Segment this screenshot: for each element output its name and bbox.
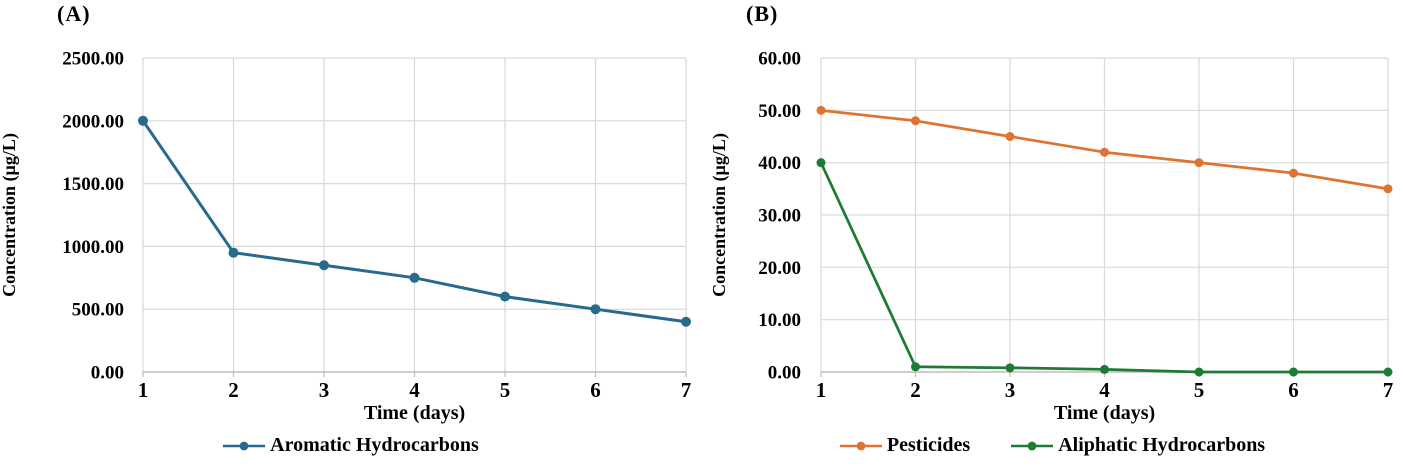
data-point-marker <box>590 304 601 315</box>
y-tick-label: 60.00 <box>758 49 801 70</box>
data-point-marker <box>1005 132 1015 141</box>
data-point-marker <box>1100 364 1109 374</box>
panel-a: (A) Aromatic Hydrocarbons 0.00 500.00 1000… <box>0 0 701 467</box>
x-tick-label: 1 <box>138 378 149 402</box>
panel-a-label: (A) <box>57 1 91 26</box>
x-tick-label: 5 <box>1194 378 1205 402</box>
legend-label: Pesticides <box>886 434 971 456</box>
data-point-marker <box>138 115 148 126</box>
x-tick-label: 4 <box>409 378 420 402</box>
y-tick-label: 2500.00 <box>62 49 124 70</box>
x-axis-title: Time (days) <box>1054 402 1155 424</box>
x-tick-label: 3 <box>319 378 330 402</box>
data-point-marker <box>228 247 239 258</box>
legend-line-marker-icon <box>839 441 882 450</box>
y-tick-label: 10.00 <box>758 310 801 331</box>
x-tick-label: 5 <box>500 378 511 402</box>
data-point-marker <box>911 116 920 126</box>
panel-a-legend: Aromatic Hydrocarbons <box>0 434 701 457</box>
panel-b-label: (B) <box>746 1 779 26</box>
y-tick-label: 0.00 <box>768 363 801 384</box>
y-tick-label: 50.00 <box>758 101 801 122</box>
data-point-marker <box>816 158 826 168</box>
chart-svg: 0.00 10.00 20.00 30.00 40.00 50.00 60.00 1 2 3 4 5 6… <box>709 49 1394 425</box>
data-point-marker <box>1383 367 1393 377</box>
data-point-marker <box>1100 147 1109 157</box>
x-tick-label: 1 <box>816 378 827 402</box>
data-point-marker <box>1194 367 1204 377</box>
data-point-marker <box>319 260 329 271</box>
legend-item: Aromatic Hydrocarbons <box>222 434 479 457</box>
legend-label: Aliphatic Hydrocarbons <box>1058 434 1266 456</box>
legend-line-marker-icon <box>223 441 266 450</box>
x-tick-label: 7 <box>681 378 692 402</box>
legend-label: Aromatic Hydrocarbons <box>270 434 479 456</box>
y-tick-label: 1000.00 <box>62 237 124 258</box>
y-tick-label: 0.00 <box>91 363 124 384</box>
legend-line-marker-icon <box>1011 441 1054 450</box>
x-tick-label: 3 <box>1005 378 1016 402</box>
data-point-marker <box>1383 184 1393 194</box>
data-point-marker <box>1289 168 1298 178</box>
y-tick-label: 1500.00 <box>62 174 124 195</box>
data-point-marker <box>681 316 691 327</box>
y-axis-title: Concentration (µg/L) <box>0 133 20 297</box>
y-tick-label: 30.00 <box>758 206 801 227</box>
data-point-marker <box>1005 363 1015 373</box>
x-tick-label: 4 <box>1099 378 1110 402</box>
data-point-marker <box>1289 367 1298 377</box>
x-tick-label: 7 <box>1383 378 1394 402</box>
data-point-marker <box>409 272 420 283</box>
x-axis-title: Time (days) <box>364 402 465 424</box>
data-point-marker <box>911 362 920 372</box>
legend-item: Pesticides <box>839 434 970 457</box>
x-tick-label: 2 <box>228 378 239 402</box>
y-axis-title: Concentration (µg/L) <box>709 133 730 297</box>
data-point-marker <box>816 105 826 115</box>
x-tick-label: 2 <box>910 378 921 402</box>
data-point-marker <box>1194 158 1204 168</box>
panel-b: (B) Pesticides Aliphatic Hydrocarbons 0.0… <box>701 0 1403 467</box>
y-tick-label: 40.00 <box>758 153 801 174</box>
x-tick-label: 6 <box>590 378 601 402</box>
y-tick-label: 2000.00 <box>62 111 124 132</box>
x-tick-label: 6 <box>1288 378 1299 402</box>
chart-svg: 0.00 500.00 1000.00 1500.00 2000.00 2500.00 1 2… <box>0 49 692 425</box>
data-point-marker <box>500 291 510 302</box>
panel-b-legend: Pesticides Aliphatic Hydrocarbons <box>701 434 1403 457</box>
legend-item: Aliphatic Hydrocarbons <box>1010 434 1265 457</box>
y-tick-label: 20.00 <box>758 258 801 279</box>
y-tick-label: 500.00 <box>72 300 124 321</box>
